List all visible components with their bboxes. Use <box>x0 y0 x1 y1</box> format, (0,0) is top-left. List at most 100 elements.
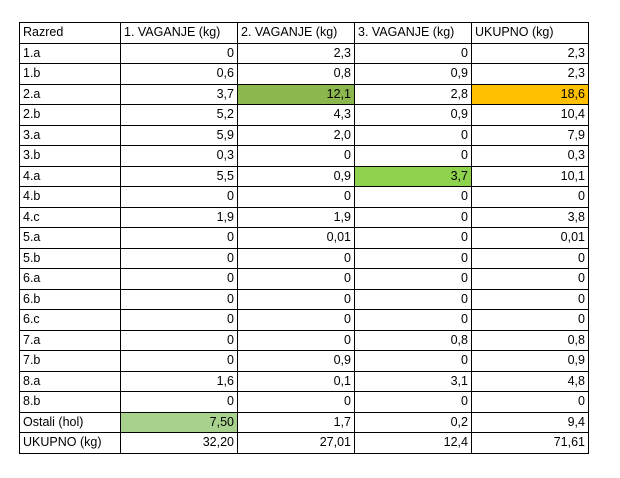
value-cell: 0,6 <box>120 63 238 85</box>
value-cell: 0 <box>471 309 589 331</box>
value-cell: 0,8 <box>471 329 589 351</box>
value-cell: 1,9 <box>120 206 238 228</box>
row-label-cell: 5.b <box>19 247 121 269</box>
value-cell: 0,3 <box>120 145 238 167</box>
value-cell: 0 <box>354 391 472 413</box>
value-cell: 0 <box>237 288 355 310</box>
value-cell: 7,9 <box>471 124 589 146</box>
value-cell: 2,3 <box>471 42 589 64</box>
table-row: 8.a 1,6 0,1 3,1 4,8 <box>19 370 589 392</box>
row-label-cell: 2.a <box>19 83 121 105</box>
value-cell: 0 <box>237 268 355 290</box>
value-cell: 3,7 <box>120 83 238 105</box>
value-cell: 32,20 <box>120 432 238 454</box>
value-cell: 0 <box>237 145 355 167</box>
table-header-row: Razred 1. VAGANJE (kg) 2. VAGANJE (kg) 3. V… <box>19 22 589 44</box>
value-cell: 5,9 <box>120 124 238 146</box>
table-body: Razred 1. VAGANJE (kg) 2. VAGANJE (kg) 3. V… <box>19 22 589 454</box>
header-vaganje-3: 3. VAGANJE (kg) <box>354 22 472 44</box>
table-row: 3.b 0,3 0 0 0,3 <box>19 145 589 167</box>
value-cell: 0 <box>354 268 472 290</box>
table-row: 3.a 5,9 2,0 0 7,9 <box>19 124 589 146</box>
value-cell: 5,5 <box>120 165 238 187</box>
value-cell: 5,2 <box>120 104 238 126</box>
value-cell: 4,8 <box>471 370 589 392</box>
value-cell: 2,8 <box>354 83 472 105</box>
value-cell: 0 <box>471 268 589 290</box>
header-vaganje-2: 2. VAGANJE (kg) <box>237 22 355 44</box>
table-row: Ostali (hol) 7,50 1,7 0,2 9,4 <box>19 411 589 433</box>
row-label-cell: 1.b <box>19 63 121 85</box>
value-cell: 1,6 <box>120 370 238 392</box>
table-row: 4.a 5,5 0,9 3,7 10,1 <box>19 165 589 187</box>
table-row: 1.a 0 2,3 0 2,3 <box>19 42 589 64</box>
value-cell: 0 <box>237 247 355 269</box>
total-row: UKUPNO (kg) 32,20 27,01 12,4 71,61 <box>19 432 589 454</box>
value-cell: 0,01 <box>237 227 355 249</box>
value-cell: 0,9 <box>354 104 472 126</box>
value-cell: 0 <box>237 186 355 208</box>
row-label-cell: 7.a <box>19 329 121 351</box>
value-cell: 3,1 <box>354 370 472 392</box>
value-cell: 0 <box>354 247 472 269</box>
row-label-cell: 8.b <box>19 391 121 413</box>
row-label-cell: 3.a <box>19 124 121 146</box>
table-row: 6.a 0 0 0 0 <box>19 268 589 290</box>
value-cell: 0,3 <box>471 145 589 167</box>
value-cell: 0,9 <box>237 350 355 372</box>
value-cell: 0 <box>237 309 355 331</box>
value-cell: 4,3 <box>237 104 355 126</box>
value-cell: 0 <box>354 288 472 310</box>
row-label-cell: 3.b <box>19 145 121 167</box>
value-cell: 10,4 <box>471 104 589 126</box>
value-cell: 0 <box>120 247 238 269</box>
value-cell: 0 <box>471 186 589 208</box>
value-cell: 0,1 <box>237 370 355 392</box>
value-cell: 0,9 <box>354 63 472 85</box>
table-row: 4.c 1,9 1,9 0 3,8 <box>19 206 589 228</box>
value-cell: 2,0 <box>237 124 355 146</box>
row-label-cell: UKUPNO (kg) <box>19 432 121 454</box>
value-cell: 0,8 <box>354 329 472 351</box>
table-row: 6.c 0 0 0 0 <box>19 309 589 331</box>
value-cell: 0 <box>120 268 238 290</box>
value-cell: 0 <box>354 124 472 146</box>
row-label-cell: 7.b <box>19 350 121 372</box>
value-cell: 0 <box>354 309 472 331</box>
value-cell: 0 <box>354 206 472 228</box>
value-cell: 0 <box>354 42 472 64</box>
value-cell: 0 <box>120 186 238 208</box>
table-row: 6.b 0 0 0 0 <box>19 288 589 310</box>
header-ukupno: UKUPNO (kg) <box>471 22 589 44</box>
value-cell: 2,3 <box>237 42 355 64</box>
value-cell: 0 <box>471 391 589 413</box>
value-cell: 18,6 <box>471 83 589 105</box>
row-label-cell: 4.a <box>19 165 121 187</box>
value-cell: 0 <box>120 42 238 64</box>
row-label-cell: 5.a <box>19 227 121 249</box>
value-cell: 0,01 <box>471 227 589 249</box>
value-cell: 0 <box>471 247 589 269</box>
value-cell: 0,9 <box>471 350 589 372</box>
value-cell: 0 <box>120 329 238 351</box>
row-label-cell: 1.a <box>19 42 121 64</box>
value-cell: 0 <box>120 309 238 331</box>
value-cell: 12,4 <box>354 432 472 454</box>
row-label-cell: Ostali (hol) <box>19 411 121 433</box>
table-row: 5.a 0 0,01 0 0,01 <box>19 227 589 249</box>
value-cell: 0 <box>354 145 472 167</box>
value-cell: 3,8 <box>471 206 589 228</box>
row-label-cell: 6.c <box>19 309 121 331</box>
value-cell: 0 <box>354 227 472 249</box>
value-cell: 0 <box>120 227 238 249</box>
table-row: 7.a 0 0 0,8 0,8 <box>19 329 589 351</box>
table-row: 8.b 0 0 0 0 <box>19 391 589 413</box>
table-row: 4.b 0 0 0 0 <box>19 186 589 208</box>
table-row: 1.b 0,6 0,8 0,9 2,3 <box>19 63 589 85</box>
value-cell: 3,7 <box>354 165 472 187</box>
value-cell: 0 <box>120 288 238 310</box>
row-label-cell: 2.b <box>19 104 121 126</box>
row-label-cell: 6.a <box>19 268 121 290</box>
value-cell: 1,7 <box>237 411 355 433</box>
value-cell: 0 <box>237 391 355 413</box>
